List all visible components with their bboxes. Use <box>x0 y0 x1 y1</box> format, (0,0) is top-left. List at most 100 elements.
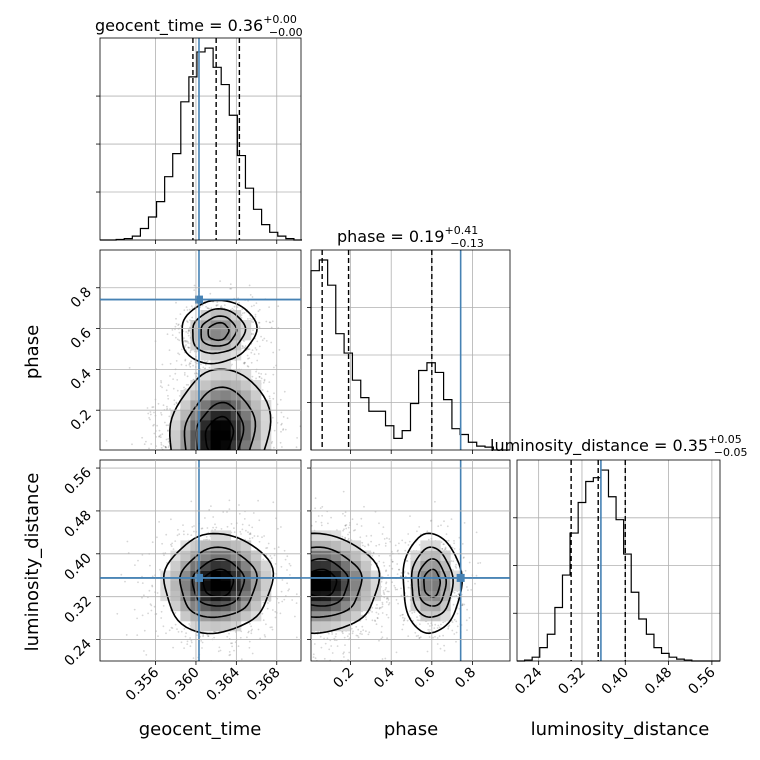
x-tick-label: 0.364 <box>204 664 244 704</box>
sample-point <box>241 528 244 531</box>
sample-point <box>261 536 263 539</box>
sample-point <box>251 652 254 655</box>
sample-point <box>199 306 202 308</box>
sample-point <box>165 533 168 536</box>
sample-point <box>241 312 244 315</box>
density-cell <box>170 440 181 450</box>
sample-point <box>252 512 255 514</box>
sample-point <box>165 389 168 392</box>
density-cell <box>200 320 211 331</box>
sample-point <box>147 412 150 415</box>
sample-point <box>236 306 239 308</box>
sample-point <box>180 630 183 633</box>
sample-point <box>255 377 257 380</box>
sample-point <box>272 501 275 504</box>
panel-frame <box>310 249 511 451</box>
sample-point <box>206 538 209 541</box>
sample-point <box>284 558 287 561</box>
sample-point <box>295 446 298 449</box>
density-cell <box>200 540 211 551</box>
sample-point <box>153 411 155 414</box>
sample-point <box>176 379 179 381</box>
density-layer <box>105 250 301 450</box>
sample-point <box>328 632 330 635</box>
sample-point <box>321 505 324 508</box>
sample-point <box>128 367 131 369</box>
sample-point <box>377 613 380 615</box>
sample-point <box>165 446 167 449</box>
sample-point <box>241 523 244 526</box>
sample-point <box>174 623 177 626</box>
sample-point <box>201 527 204 530</box>
sample-point <box>171 542 174 545</box>
sample-point <box>148 447 150 450</box>
y-tick-label: 0.40 <box>61 550 94 583</box>
density-cell <box>180 580 191 592</box>
sample-point <box>353 529 355 532</box>
sample-point <box>283 390 286 393</box>
sample-point <box>309 573 311 575</box>
density-cell <box>250 430 262 441</box>
x-tick-label: 0.368 <box>244 665 284 705</box>
sample-point <box>259 637 261 640</box>
sample-point <box>402 619 405 622</box>
sample-point <box>267 542 270 545</box>
sample-point <box>233 527 235 529</box>
density-cell <box>230 350 242 361</box>
density-cell <box>220 360 232 371</box>
density-cell <box>170 420 181 431</box>
sample-point <box>358 647 360 649</box>
density-cell <box>220 370 232 381</box>
sample-point <box>378 606 381 609</box>
sample-point <box>248 678 250 680</box>
sample-point <box>321 514 323 517</box>
density-cell <box>250 570 262 581</box>
x-tick-label: 0.360 <box>163 665 203 705</box>
sample-point <box>166 407 169 410</box>
title-geocent-time: geocent_time = 0.36+0.00 −0.00 <box>95 13 303 39</box>
histogram-geocent-time <box>100 47 303 241</box>
sample-point <box>151 575 154 578</box>
sample-point <box>180 348 183 351</box>
sample-point <box>182 524 184 526</box>
sample-point <box>330 516 332 519</box>
sample-point <box>187 346 190 349</box>
sample-point <box>193 284 196 287</box>
sample-point <box>381 601 384 604</box>
sample-point <box>248 524 251 527</box>
sample-point <box>205 305 208 308</box>
sample-point <box>347 659 349 661</box>
sample-point <box>365 535 368 537</box>
density-cell <box>240 540 252 551</box>
sample-point <box>149 413 152 416</box>
sample-point <box>137 559 139 562</box>
density-cell <box>180 570 191 581</box>
sample-point <box>288 588 290 591</box>
sample-point <box>262 381 265 384</box>
sample-point <box>243 362 246 365</box>
y-tick-label: 0.2 <box>68 407 95 434</box>
sample-point <box>360 615 363 618</box>
sample-point <box>250 351 253 354</box>
sample-point <box>188 362 191 364</box>
sample-point <box>151 584 154 587</box>
sample-point <box>262 619 265 622</box>
density-cell <box>170 600 181 612</box>
sample-point <box>239 531 242 533</box>
density-cell <box>220 350 232 361</box>
sample-point <box>251 628 254 631</box>
density-cell <box>200 600 211 612</box>
sample-point <box>374 607 377 609</box>
sample-point <box>156 424 159 427</box>
sample-point <box>191 526 194 528</box>
sample-point <box>342 632 344 635</box>
sample-point <box>152 406 155 408</box>
sample-point <box>360 630 362 633</box>
sample-point <box>343 656 345 658</box>
sample-point <box>188 308 191 311</box>
sample-point <box>252 333 255 335</box>
sample-point <box>270 557 273 559</box>
sample-point <box>148 417 151 419</box>
sample-point <box>343 651 345 654</box>
density-cell <box>210 350 222 361</box>
